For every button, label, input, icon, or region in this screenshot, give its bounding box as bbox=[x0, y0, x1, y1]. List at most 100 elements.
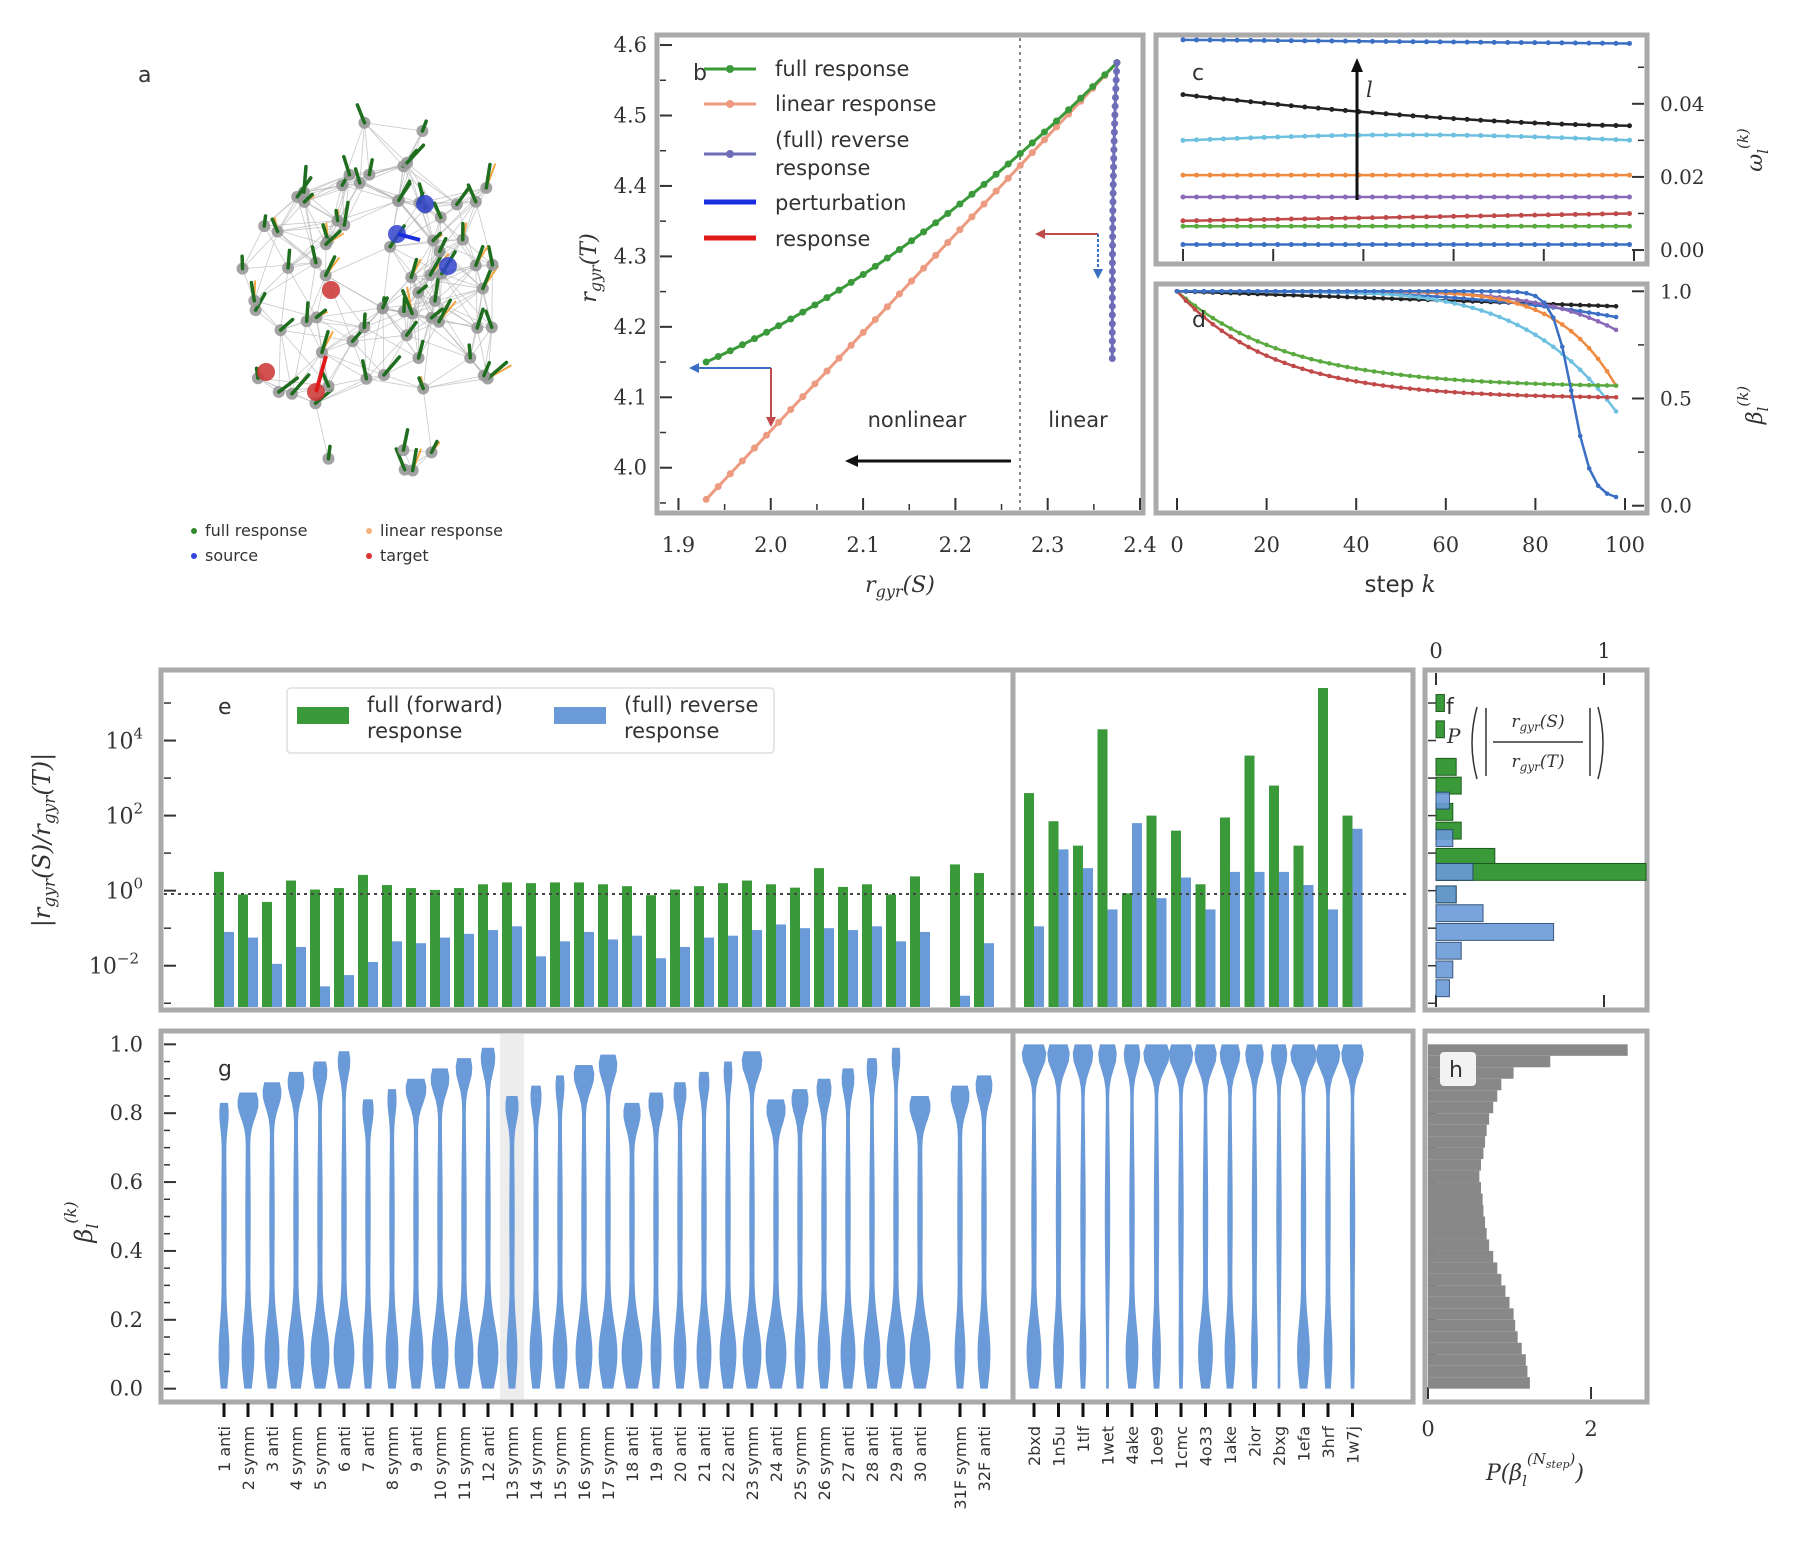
omega-point bbox=[1410, 214, 1416, 220]
network-edge bbox=[337, 200, 399, 221]
beta-point bbox=[1613, 314, 1619, 320]
violin bbox=[1047, 1044, 1070, 1389]
omega-point bbox=[1288, 103, 1294, 109]
omega-point bbox=[1478, 242, 1484, 248]
omega-point bbox=[1248, 223, 1254, 229]
beta-point bbox=[1353, 366, 1359, 371]
bar-reverse bbox=[440, 937, 450, 1007]
omega-point bbox=[1599, 211, 1605, 217]
bar-forward bbox=[646, 895, 656, 1007]
omega-point bbox=[1532, 212, 1538, 218]
omega-point bbox=[1491, 172, 1497, 178]
violin bbox=[218, 1102, 230, 1389]
beta-point bbox=[1479, 308, 1484, 313]
bar-forward bbox=[1171, 830, 1181, 1007]
series-reverse-points bbox=[1108, 59, 1121, 363]
beta-point bbox=[1559, 322, 1565, 327]
omega-point bbox=[1464, 172, 1470, 178]
beta-point bbox=[1586, 382, 1592, 388]
beta-point bbox=[1577, 394, 1583, 400]
omega-point bbox=[1207, 172, 1213, 178]
network-edge bbox=[253, 231, 278, 301]
beta-point bbox=[1219, 288, 1225, 294]
data-point bbox=[1108, 311, 1116, 319]
omega-point bbox=[1545, 172, 1551, 178]
violin bbox=[1123, 1044, 1141, 1389]
omega-point bbox=[1302, 104, 1308, 110]
data-point bbox=[980, 200, 988, 208]
beta-point bbox=[1577, 312, 1583, 317]
violin bbox=[310, 1061, 330, 1389]
beta-point bbox=[1533, 381, 1538, 387]
category-label: 16 symm bbox=[575, 1426, 594, 1500]
omega-point bbox=[1302, 194, 1308, 200]
omega-point bbox=[1532, 40, 1538, 46]
omega-point bbox=[1572, 135, 1578, 141]
y-tick-label: 10−2 bbox=[89, 950, 139, 980]
panel-b-legend: full response linear response (full) rev… bbox=[704, 57, 936, 251]
bar-forward bbox=[1122, 893, 1132, 1007]
beta-point bbox=[1398, 288, 1404, 294]
bar-forward bbox=[478, 884, 488, 1007]
omega-point bbox=[1410, 242, 1416, 248]
bar-forward bbox=[766, 884, 776, 1007]
full-response-vector bbox=[429, 439, 439, 455]
omega-point bbox=[1180, 223, 1186, 229]
beta-point bbox=[1344, 294, 1350, 300]
full-response-vector bbox=[484, 309, 494, 330]
x-tick-label: 2.1 bbox=[846, 533, 879, 557]
beta-point bbox=[1568, 302, 1574, 308]
data-point bbox=[1028, 149, 1036, 157]
omega-point bbox=[1194, 37, 1200, 43]
y-tick-label: 4.4 bbox=[614, 174, 647, 198]
hist-bar bbox=[1428, 1365, 1528, 1378]
data-point bbox=[1108, 276, 1116, 284]
f-formula-P: P bbox=[1446, 724, 1461, 748]
data-point bbox=[763, 328, 771, 336]
beta-point bbox=[1255, 288, 1260, 294]
x-tick-label: 20 bbox=[1253, 533, 1280, 557]
hist-bar bbox=[1428, 1193, 1483, 1206]
network-edge bbox=[304, 182, 360, 203]
panel-a-label: a bbox=[138, 63, 151, 88]
data-point bbox=[932, 219, 940, 227]
beta-point bbox=[1542, 338, 1547, 343]
omega-point bbox=[1491, 223, 1497, 229]
full-response-vector bbox=[320, 329, 330, 355]
legend-forward-line2: response bbox=[367, 719, 462, 743]
omega-point bbox=[1599, 136, 1605, 142]
category-label: 27 anti bbox=[839, 1426, 858, 1482]
violin bbox=[1341, 1044, 1364, 1389]
hist-bar bbox=[1428, 1296, 1510, 1309]
panel-e-bars bbox=[214, 688, 1363, 1007]
beta-point bbox=[1461, 296, 1467, 301]
network-edge bbox=[439, 201, 477, 252]
bar-forward bbox=[886, 894, 896, 1007]
network-edge bbox=[277, 224, 345, 232]
data-point bbox=[847, 341, 855, 349]
network-edge bbox=[403, 165, 458, 205]
category-label: 1w7j bbox=[1344, 1426, 1363, 1464]
network-graph bbox=[236, 103, 512, 477]
beta-point bbox=[1568, 388, 1574, 393]
beta-point bbox=[1318, 359, 1323, 364]
omega-point bbox=[1505, 213, 1511, 219]
network-edge bbox=[422, 388, 432, 453]
hist-reverse bbox=[1435, 862, 1474, 881]
beta-point bbox=[1524, 290, 1529, 296]
f-denominator: rgyr(T) bbox=[1512, 752, 1565, 774]
violin bbox=[430, 1068, 450, 1389]
beta-point bbox=[1309, 356, 1314, 362]
beta-point bbox=[1479, 289, 1484, 294]
bar-reverse bbox=[320, 986, 330, 1007]
category-label: 25 symm bbox=[791, 1426, 810, 1500]
x-tick-label: 0 bbox=[1170, 533, 1183, 557]
omega-point bbox=[1194, 194, 1200, 200]
l-label: l bbox=[1366, 78, 1373, 102]
source-node bbox=[388, 225, 406, 243]
full-response-vector bbox=[277, 376, 300, 394]
beta-point bbox=[1264, 288, 1269, 294]
omega-point bbox=[1275, 101, 1281, 107]
response-vector bbox=[314, 355, 328, 393]
beta-point bbox=[1434, 297, 1440, 303]
